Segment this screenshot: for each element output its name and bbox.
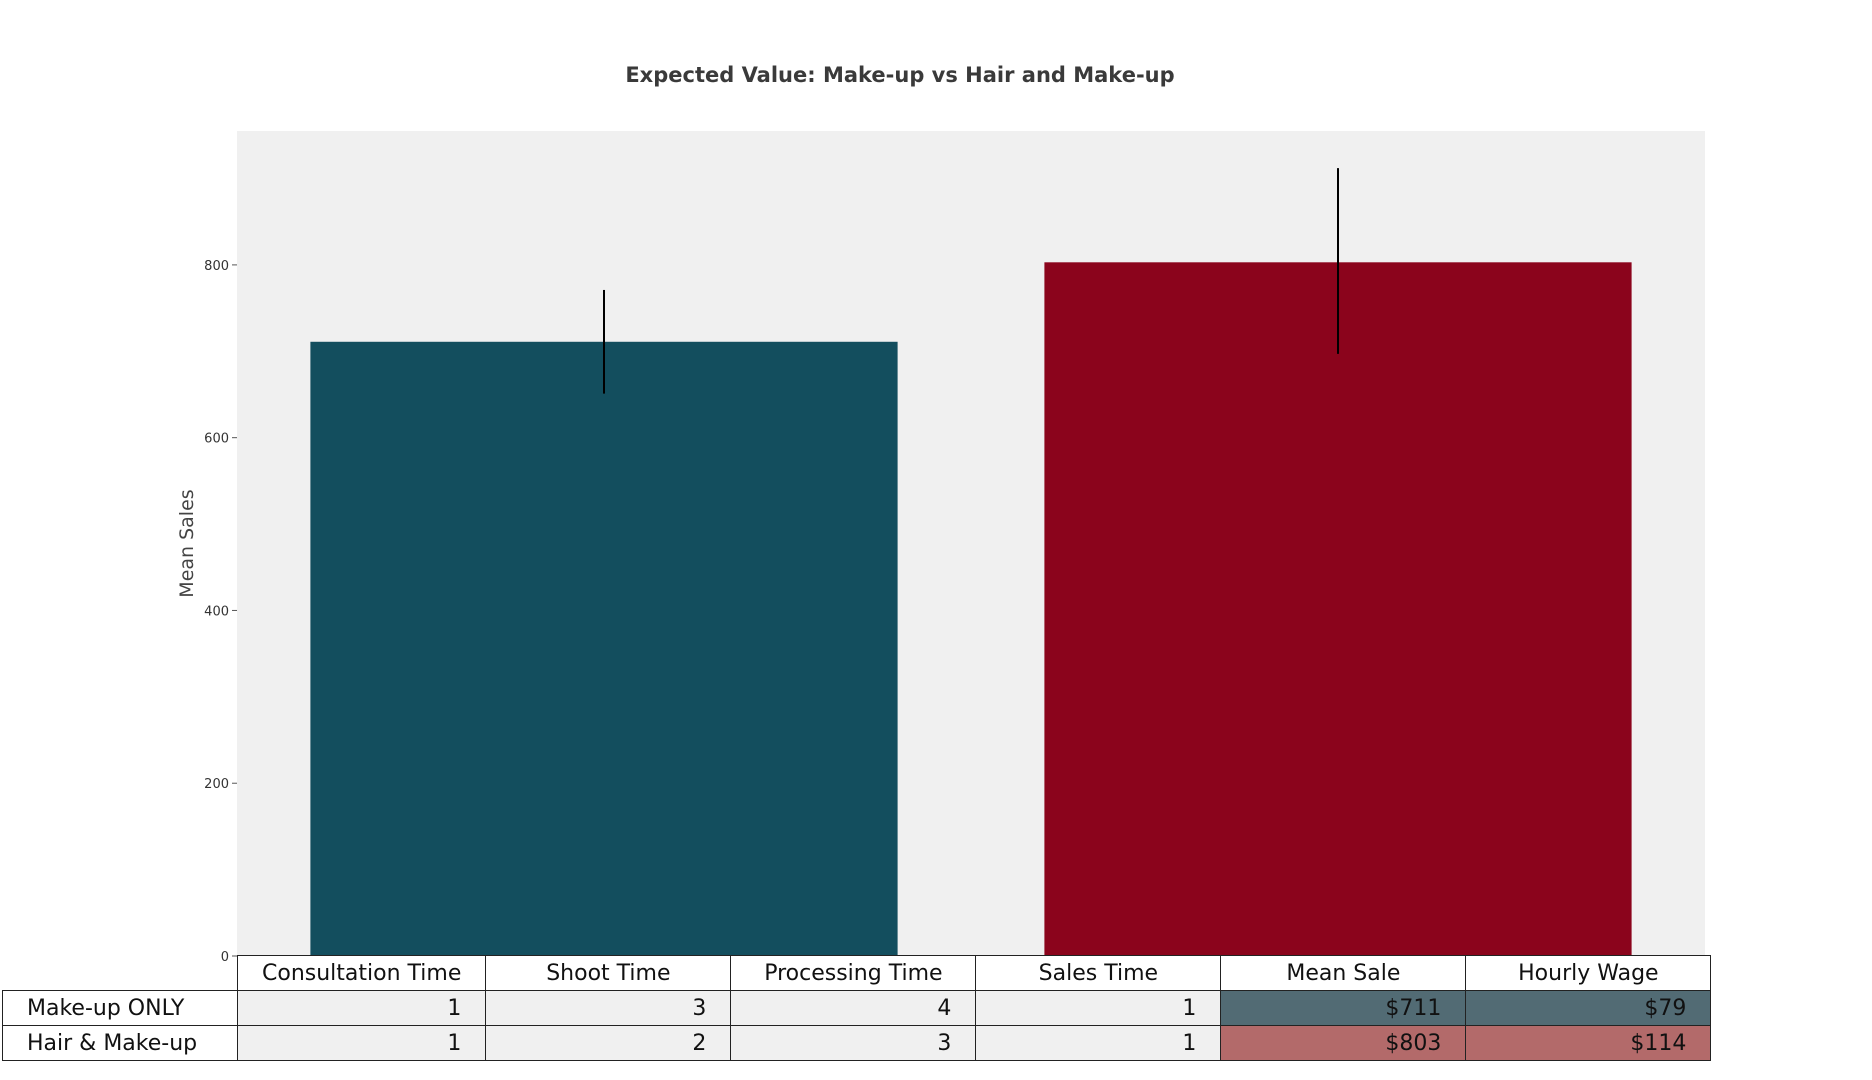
y-tick-label: 400 bbox=[204, 604, 229, 619]
bars-layer bbox=[310, 262, 1632, 956]
column-header: Hourly Wage bbox=[1465, 955, 1712, 991]
error-bars-layer bbox=[603, 168, 1339, 394]
table-cell: 4 bbox=[730, 990, 977, 1026]
bar bbox=[310, 341, 898, 956]
chart-title: Expected Value: Make-up vs Hair and Make… bbox=[625, 63, 1175, 87]
column-header: Processing Time bbox=[730, 955, 977, 991]
row-label: Hair & Make-up bbox=[2, 1025, 238, 1061]
column-header: Sales Time bbox=[975, 955, 1222, 991]
table-cell: $803 bbox=[1220, 1025, 1467, 1061]
y-tick-label: 600 bbox=[204, 432, 229, 447]
y-axis-label: Mean Sales bbox=[176, 489, 198, 597]
row-label: Make-up ONLY bbox=[2, 990, 238, 1026]
table-cell: 3 bbox=[485, 990, 732, 1026]
table-cell: 1 bbox=[236, 1025, 487, 1061]
column-header: Consultation Time bbox=[236, 955, 487, 991]
y-tick-label: 200 bbox=[204, 777, 229, 792]
table-cell: $79 bbox=[1465, 990, 1712, 1026]
table-cell: $114 bbox=[1465, 1025, 1712, 1061]
table-cell: 2 bbox=[485, 1025, 732, 1061]
column-header: Mean Sale bbox=[1220, 955, 1467, 991]
column-header: Shoot Time bbox=[485, 955, 732, 991]
table-cell: 1 bbox=[236, 990, 487, 1026]
table-row: Make-up ONLY 1 3 4 1 $711 $79 bbox=[2, 990, 1712, 1026]
y-axis: 0 200 400 600 800 bbox=[204, 259, 237, 965]
table-cell: 1 bbox=[975, 990, 1222, 1026]
table-header-row: Consultation Time Shoot Time Processing Ti… bbox=[3, 955, 1712, 991]
table-cell: 3 bbox=[730, 1025, 977, 1061]
y-tick-label: 0 bbox=[221, 950, 229, 965]
table-corner bbox=[3, 956, 238, 991]
y-tick-label: 800 bbox=[204, 259, 229, 274]
table-cell: $711 bbox=[1220, 990, 1467, 1026]
table-row: Hair & Make-up 1 2 3 1 $803 $114 bbox=[2, 1025, 1712, 1061]
table-cell: 1 bbox=[975, 1025, 1222, 1061]
bar bbox=[1044, 262, 1632, 956]
data-table: Consultation Time Shoot Time Processing Ti… bbox=[2, 955, 1712, 1061]
